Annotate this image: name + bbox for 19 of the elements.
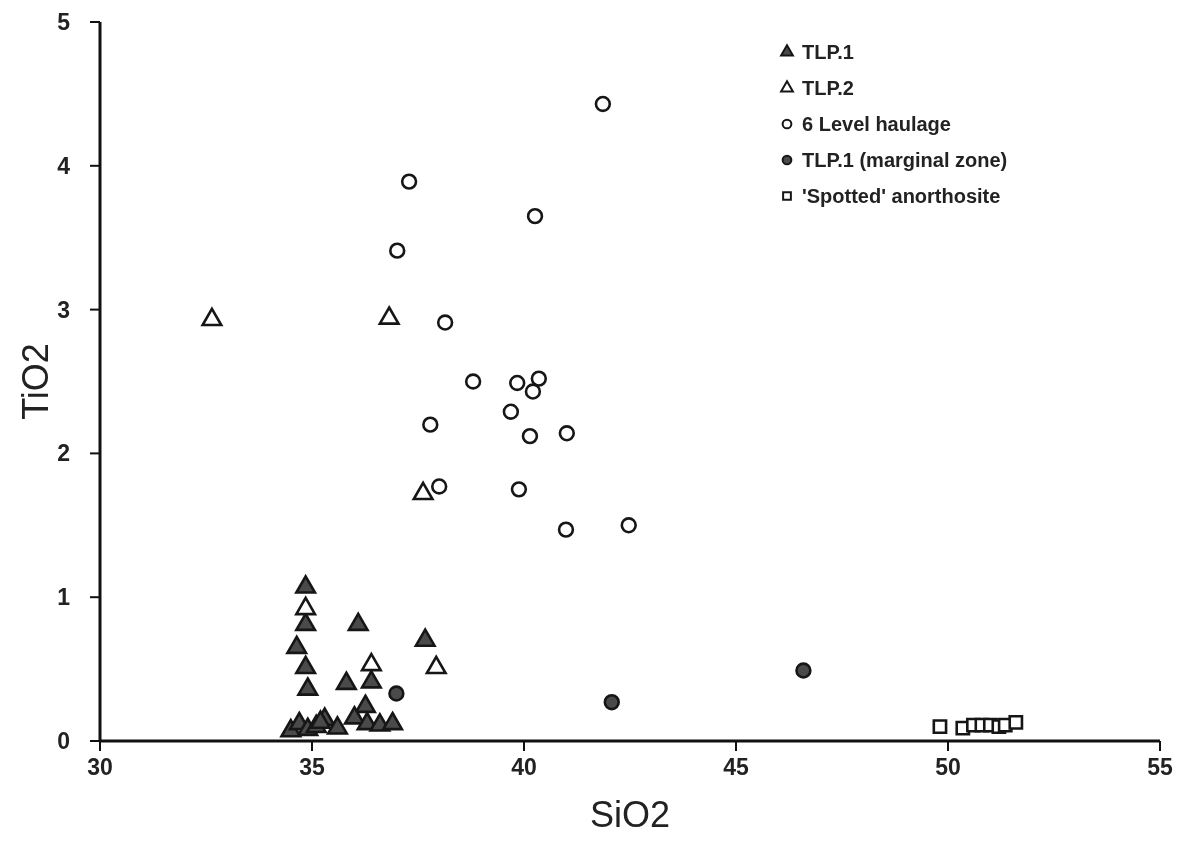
x-tick-label: 30 (87, 754, 113, 780)
y-tick-label: 5 (57, 9, 71, 35)
y-tick-label: 2 (57, 440, 70, 467)
legend-label: TLP.2 (802, 77, 854, 99)
x-tick-label: 50 (935, 754, 961, 780)
legend-label: TLP.1 (marginal zone) (802, 149, 1008, 171)
y-axis-title: TiO2 (15, 343, 56, 420)
legend-label: 6 Level haulage (802, 113, 951, 135)
y-tick-label: 0 (57, 728, 70, 754)
x-tick-label: 35 (299, 754, 325, 780)
x-tick-label: 55 (1147, 754, 1173, 780)
legend-label: 'Spotted' anorthosite (802, 185, 1001, 207)
y-tick-label: 4 (57, 152, 71, 179)
x-tick-label: 45 (723, 754, 749, 780)
x-tick-label: 40 (511, 754, 537, 780)
legend-label: TLP.1 (802, 41, 854, 63)
y-tick-label: 1 (57, 584, 71, 611)
y-tick-label: 3 (57, 296, 70, 323)
x-axis-title: SiO2 (589, 794, 671, 835)
